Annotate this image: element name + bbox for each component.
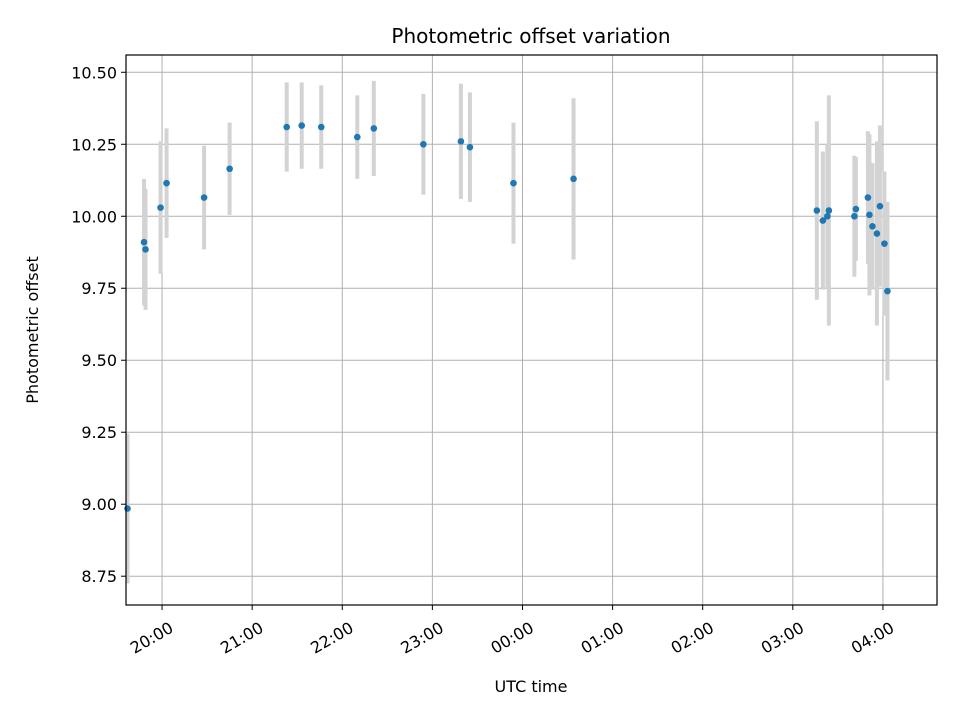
x-tick-label: 01:00: [578, 618, 627, 658]
x-tick-label: 00:00: [487, 618, 536, 658]
x-tick-label: 02:00: [668, 618, 717, 658]
x-axis-ticks: 20:00 21:00 22:00 23:00 00:00 01:00 02:00 03:00…: [127, 605, 897, 658]
data-point: [866, 211, 873, 219]
y-tick-label: 10.25: [71, 135, 117, 154]
data-point: [510, 179, 517, 187]
y-tick-label: 9.25: [81, 423, 117, 442]
grid: [126, 55, 937, 605]
x-tick-label: 04:00: [848, 618, 897, 658]
data-point: [200, 194, 208, 201]
data-point: [283, 123, 290, 131]
y-axis-label: Photometric offset: [23, 256, 42, 404]
x-tick-label: 20:00: [127, 618, 176, 658]
data-point: [881, 240, 888, 247]
data-point: [370, 125, 378, 132]
data-point: [825, 207, 833, 214]
data-point: [140, 238, 148, 246]
data-point: [876, 202, 884, 210]
data-point: [851, 212, 858, 220]
data-point: [884, 287, 891, 295]
y-tick-label: 9.00: [81, 495, 117, 514]
errorbars: [125, 80, 890, 584]
x-tick-label: 22:00: [307, 618, 356, 658]
data-point: [142, 246, 149, 253]
x-tick-label: 21:00: [217, 618, 266, 658]
chart-title: Photometric offset variation: [391, 24, 670, 48]
data-points: [124, 122, 891, 512]
data-point: [317, 123, 325, 131]
data-point: [353, 133, 361, 141]
data-point: [298, 122, 306, 129]
data-point: [157, 204, 164, 211]
data-point: [852, 205, 860, 213]
data-point: [457, 138, 465, 145]
y-tick-label: 8.75: [81, 567, 117, 586]
y-tick-label: 9.75: [81, 279, 117, 298]
data-point: [819, 217, 827, 224]
data-point: [226, 165, 233, 173]
y-tick-label: 10.50: [71, 63, 117, 82]
y-tick-label: 10.00: [71, 207, 117, 226]
data-point: [864, 194, 872, 201]
data-point: [873, 230, 881, 237]
x-tick-label: 03:00: [758, 618, 807, 658]
data-point: [466, 143, 474, 151]
data-point: [163, 179, 170, 187]
data-point: [869, 223, 876, 230]
y-axis-ticks: 8.75 9.00 9.25 9.50 9.75 10.00 10.25 10.50: [71, 63, 126, 586]
data-point: [813, 207, 821, 214]
data-point: [570, 175, 577, 183]
plot-frame: [125, 54, 938, 606]
data-point: [420, 140, 427, 148]
y-tick-label: 9.50: [81, 351, 117, 370]
data-point: [124, 505, 131, 512]
data-point: [824, 212, 831, 220]
x-tick-label: 23:00: [397, 618, 446, 658]
x-axis-label: UTC time: [495, 677, 568, 696]
